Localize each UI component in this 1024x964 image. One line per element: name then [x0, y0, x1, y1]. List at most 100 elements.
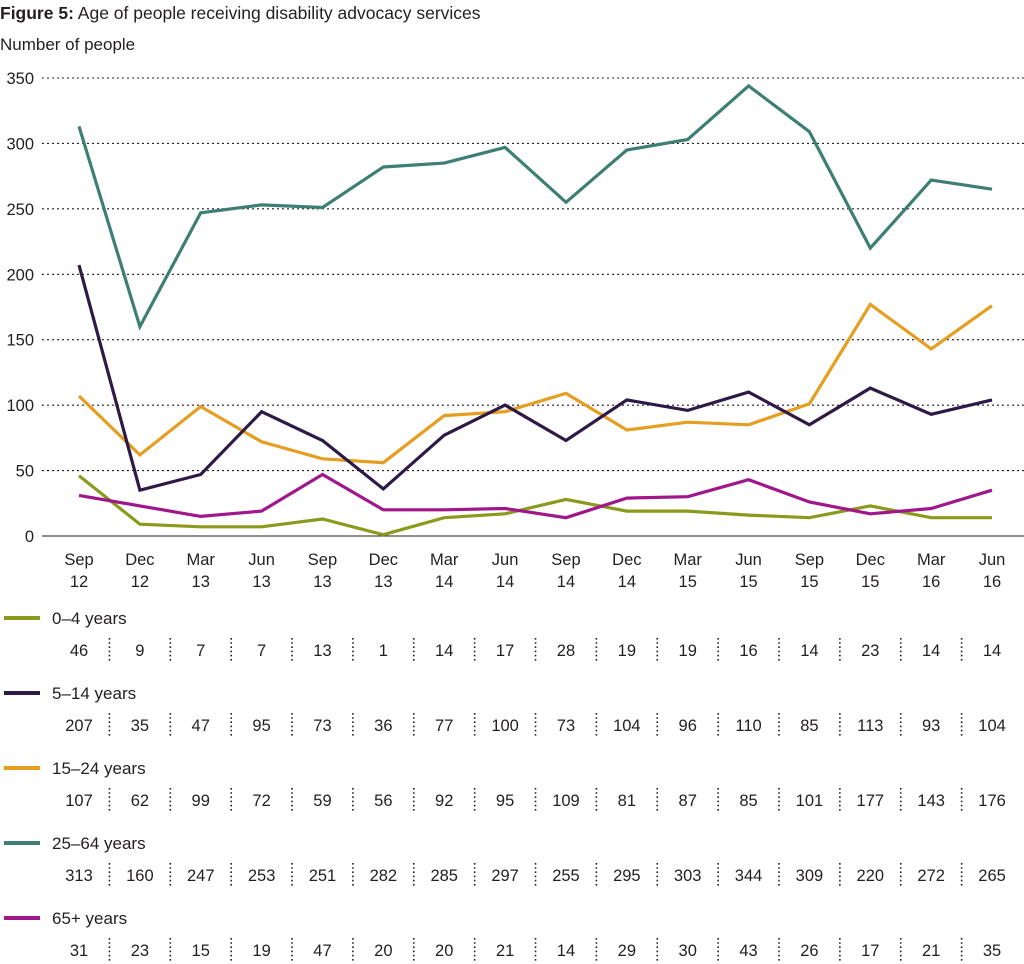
table-cell-value: 253	[248, 867, 276, 885]
x-axis: Sep 12 Dec 12 Mar 13 Jun 13 Sep 13 Dec 13 Mar 14 Jun 14…	[64, 551, 1005, 591]
table-cell-value: 14	[922, 642, 940, 660]
table-cell-value: 21	[496, 942, 514, 960]
chart-title: Figure 5: Age of people receiving disabi…	[0, 3, 481, 23]
chart-title-text: Age of people receiving disability advoc…	[74, 3, 481, 23]
table-series-block: 25–64 years 313 160 247 253 251 282 285 297 255 29…	[4, 834, 1006, 886]
table-cell-value: 7	[257, 642, 266, 660]
table-cell-value: 35	[131, 717, 149, 735]
table-cell-value: 251	[309, 867, 337, 885]
table-cell-value: 344	[735, 867, 763, 885]
table-cell-value: 100	[491, 717, 519, 735]
table-cell-value: 255	[552, 867, 580, 885]
series-line	[78, 472, 993, 520]
table-cell-value: 19	[679, 642, 697, 660]
x-tick-label-month: Dec	[612, 551, 641, 569]
table-cell-value: 87	[679, 792, 697, 810]
table-cell-value: 28	[557, 642, 575, 660]
table-cell-value: 20	[435, 942, 453, 960]
table-series-block: 15–24 years 107 62 99 72 59 56 92 95 109 81 87 85 101…	[4, 759, 1006, 811]
table-series-block: 5–14 years 207 35 47 95 73 36 77 100 73 104 96 110 85…	[4, 684, 1006, 736]
table-cell-value: 207	[65, 717, 93, 735]
table-cell-value: 16	[739, 642, 757, 660]
y-tick-label: 250	[6, 201, 34, 219]
table-cell-value: 73	[557, 717, 575, 735]
table-cell-value: 31	[70, 942, 88, 960]
table-cell-value: 72	[252, 792, 270, 810]
table-cell-value: 81	[618, 792, 636, 810]
x-tick-label-month: Dec	[125, 551, 154, 569]
table-cell-value: 9	[135, 642, 144, 660]
table-cell-value: 46	[70, 642, 88, 660]
legend-label: 65+ years	[52, 909, 127, 928]
x-tick-label-year: 13	[252, 573, 270, 591]
table-cell-value: 143	[917, 792, 945, 810]
table-cell-value: 30	[679, 942, 697, 960]
x-tick-label-month: Jun	[248, 551, 275, 569]
table-cell-value: 15	[192, 942, 210, 960]
table-cell-value: 272	[917, 867, 945, 885]
grid	[42, 77, 1024, 537]
table-cell-value: 73	[313, 717, 331, 735]
table-cell-value: 21	[922, 942, 940, 960]
table-cell-value: 35	[983, 942, 1001, 960]
x-tick-label-month: Sep	[64, 551, 93, 569]
y-tick-label: 300	[6, 135, 34, 153]
table-cell-value: 62	[131, 792, 149, 810]
table-cell-value: 265	[978, 867, 1006, 885]
table-cell-value: 220	[857, 867, 885, 885]
table-cell-value: 43	[739, 942, 757, 960]
table-series-block: 0–4 years 46 9 7 7 13 1 14 17 28 19 19 16 14 23 14 14	[4, 609, 1001, 661]
table-cell-value: 23	[861, 642, 879, 660]
table-cell-value: 29	[618, 942, 636, 960]
x-tick-label-year: 15	[679, 573, 697, 591]
table-cell-value: 95	[496, 792, 514, 810]
table-cell-value: 295	[613, 867, 641, 885]
chart-title-prefix: Figure 5:	[0, 3, 74, 23]
table-cell-value: 20	[374, 942, 392, 960]
table-cell-value: 56	[374, 792, 392, 810]
table-cell-value: 104	[613, 717, 641, 735]
table-cell-value: 19	[252, 942, 270, 960]
legend-label: 25–64 years	[52, 834, 146, 853]
series-line	[77, 83, 993, 331]
x-tick-label-month: Sep	[551, 551, 580, 569]
table-cell-value: 101	[796, 792, 824, 810]
table-cell-value: 19	[618, 642, 636, 660]
y-tick-label: 50	[16, 463, 34, 481]
y-tick-label: 100	[6, 397, 34, 415]
legend-label: 0–4 years	[52, 609, 127, 628]
x-tick-label-month: Mar	[430, 551, 459, 569]
table-cell-value: 247	[187, 867, 215, 885]
table-cell-value: 59	[313, 792, 331, 810]
table-cell-value: 303	[674, 867, 702, 885]
series-line	[78, 474, 992, 537]
table-cell-value: 176	[978, 792, 1006, 810]
x-tick-label-year: 15	[800, 573, 818, 591]
x-tick-label-month: Jun	[735, 551, 762, 569]
x-tick-label-year: 13	[192, 573, 210, 591]
table-cell-value: 113	[857, 717, 883, 735]
table-cell-value: 109	[552, 792, 580, 810]
legend-label: 5–14 years	[52, 684, 136, 703]
table-cell-value: 26	[800, 942, 818, 960]
x-tick-label-month: Dec	[369, 551, 398, 569]
x-tick-label-year: 14	[618, 573, 636, 591]
table-cell-value: 7	[196, 642, 205, 660]
y-axis: 0 50 100 150 200 250 300 350	[6, 70, 34, 546]
x-tick-label-year: 16	[983, 573, 1001, 591]
series-lines	[77, 83, 993, 537]
legend-label: 15–24 years	[52, 759, 146, 778]
y-tick-label: 350	[6, 70, 34, 88]
y-axis-label: Number of people	[0, 35, 135, 54]
table-cell-value: 96	[679, 717, 697, 735]
table-cell-value: 282	[370, 867, 398, 885]
x-tick-label-year: 12	[131, 573, 149, 591]
table-cell-value: 297	[491, 867, 519, 885]
x-tick-label-year: 15	[739, 573, 757, 591]
table-cell-value: 85	[800, 717, 818, 735]
x-tick-label-month: Sep	[795, 551, 824, 569]
y-tick-label: 150	[6, 332, 34, 350]
table-cell-value: 85	[739, 792, 757, 810]
series-line	[77, 264, 993, 493]
table-cell-value: 104	[978, 717, 1006, 735]
